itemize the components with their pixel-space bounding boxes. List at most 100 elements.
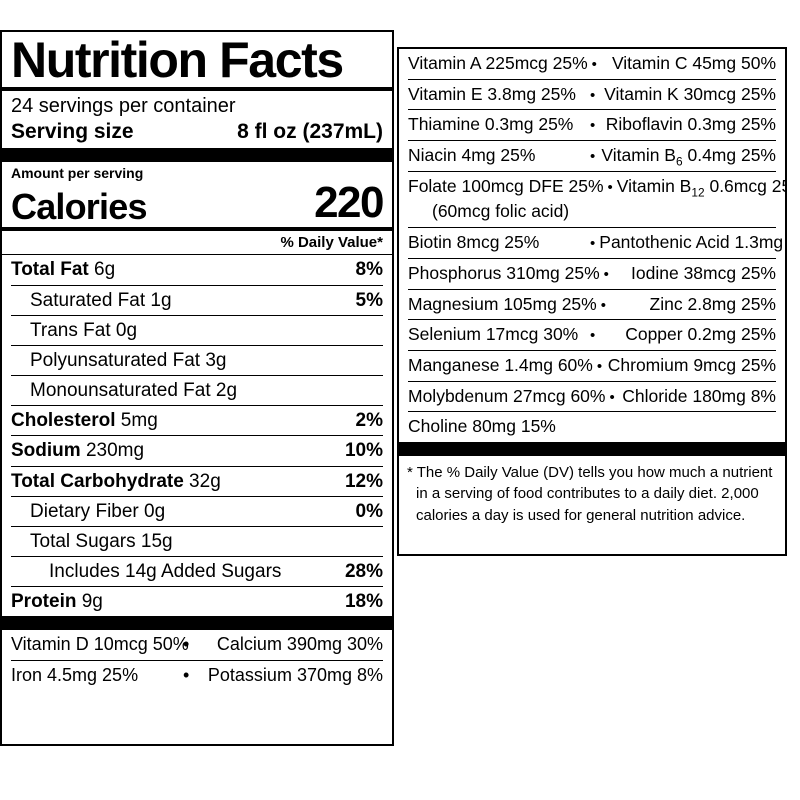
nutrient-row-divider	[11, 314, 383, 316]
serving-size-row: Serving size 8 fl oz (237mL)	[11, 119, 383, 148]
vitamin-entry: Potassium 370mg 8%	[207, 665, 383, 685]
bullet-separator-icon: •	[591, 56, 597, 73]
bullet-separator-icon: •	[590, 117, 596, 135]
vitamin-row: Thiamine 0.3mg 25% • Riboflavin 0.3mg 25%	[408, 110, 776, 140]
nutrient-name: Monounsaturated Fat 2g	[30, 380, 238, 402]
bullet-separator-icon: •	[590, 235, 596, 253]
nutrient-row-divider	[11, 284, 383, 286]
nutrient-row-divider	[11, 405, 383, 407]
vitamin-row-divider	[408, 140, 776, 142]
nutrient-row-divider	[11, 375, 383, 377]
vitamin-entry: Zinc 2.8mg 25%	[649, 293, 776, 314]
nutrient-name: Total Fat 6g	[11, 259, 116, 281]
vitamin-row: Selenium 17mcg 30% • Copper 0.2mg 25%	[408, 320, 776, 350]
bullet-separator-icon: •	[590, 327, 596, 345]
bullet-separator-icon: •	[596, 357, 603, 375]
vitamin-entry: Thiamine 0.3mg 25%	[408, 114, 574, 135]
vitamin-entry: Biotin 8mcg 25%	[408, 232, 540, 253]
vitamin-row-divider	[408, 78, 776, 80]
nutrient-daily-value: 5%	[355, 289, 383, 311]
vitamin-row-divider	[408, 257, 776, 259]
vitamin-entry: Choline 80mg 15%	[408, 416, 556, 437]
nutrient-row-divider	[11, 586, 383, 588]
nutrient-daily-value: 2%	[355, 410, 383, 432]
vitamin-entry: Vitamin B12 0.6mcg 25%	[616, 175, 785, 200]
vitamin-row-divider	[408, 170, 776, 172]
vitamin-entry: Chloride 180mg 8%	[622, 385, 776, 406]
nutrient-row: Dietary Fiber 0g 0%	[11, 497, 383, 526]
vitamin-entry: Chromium 9mcg 25%	[607, 354, 776, 375]
vitamin-entry: Copper 0.2mg 25%	[625, 324, 776, 345]
vitamin-row: Manganese 1.4mg 60% • Chromium 9mcg 25%	[408, 351, 776, 381]
vitamin-entry: Selenium 17mcg 30%	[408, 324, 579, 345]
nutrient-daily-value: 8%	[355, 259, 383, 281]
nutrient-daily-value: 12%	[344, 470, 383, 492]
nutrient-row: Total Carbohydrate 32g 12%	[11, 467, 383, 496]
nutrient-name: Cholesterol 5mg	[11, 410, 158, 432]
vitamin-entry: Pantothenic Acid 1.3mg 25%	[599, 232, 785, 253]
vitamin-subline: (60mcg folic acid)	[432, 201, 570, 222]
left-vitamin-list: Vitamin D 10mcg 50% • Calcium 390mg 30% Iro…	[2, 630, 392, 690]
nutrition-facts-main-panel: Nutrition Facts 24 servings per containe…	[0, 30, 394, 746]
bullet-separator-icon: •	[609, 388, 615, 406]
vitamin-row-divider	[408, 349, 776, 351]
nutrient-name: Sodium 230mg	[11, 440, 145, 462]
vitamin-entry: Molybdenum 27mcg 60%	[408, 385, 606, 406]
nutrient-row: Monounsaturated Fat 2g	[11, 376, 383, 405]
nutrient-row-divider	[11, 344, 383, 346]
nutrient-name: Protein 9g	[11, 591, 103, 613]
vitamin-row: Phosphorus 310mg 25% • Iodine 38mcg 25%	[408, 259, 776, 289]
vitamin-entry: Vitamin K 30mcg 25%	[604, 83, 776, 104]
bullet-separator-icon: •	[590, 148, 596, 166]
vitamin-row-divider	[11, 660, 383, 661]
vitamin-row: Niacin 4mg 25% • Vitamin B6 0.4mg 25%	[408, 141, 776, 171]
nutrient-row: Cholesterol 5mg 2%	[11, 406, 383, 435]
nutrient-row-divider	[11, 495, 383, 497]
daily-value-header-row: % Daily Value*	[2, 231, 392, 254]
divider-under-daily-value	[2, 254, 392, 256]
vitamin-row-divider	[408, 319, 776, 321]
nutrient-row: Trans Fat 0g	[11, 316, 383, 345]
bullet-separator-icon: •	[607, 178, 613, 196]
amount-per-serving-label: Amount per serving	[11, 165, 144, 182]
vitamin-row-divider	[408, 227, 776, 229]
nutrient-name: Total Carbohydrate 32g	[11, 470, 221, 492]
nutrient-row: Total Sugars 15g	[11, 527, 383, 556]
nutrient-row-divider	[11, 556, 383, 558]
nutrient-row: Includes 14g Added Sugars 28%	[11, 557, 383, 586]
serving-size-label: Serving size	[11, 120, 134, 143]
vitamin-row-divider	[408, 288, 776, 290]
divider-thick-above-calories	[2, 148, 392, 163]
nutrient-name: Includes 14g Added Sugars	[49, 561, 282, 583]
vitamin-entry: Vitamin D 10mcg 50%	[11, 634, 189, 655]
nutrient-daily-value: 10%	[344, 440, 383, 462]
vitamin-entry: Vitamin C 45mg 50%	[611, 53, 776, 73]
vitamin-row-divider	[408, 380, 776, 382]
divider-thick-under-protein	[2, 616, 392, 631]
nutrient-row: Protein 9g 18%	[11, 587, 383, 616]
nutrient-daily-value: 0%	[355, 500, 383, 522]
vitamin-entry: Calcium 390mg 30%	[216, 634, 383, 655]
right-vitamin-list: Vitamin A 225mcg 25% • Vitamin C 45mg 50% V…	[399, 49, 785, 442]
vitamin-row: Molybdenum 27mcg 60% • Chloride 180mg 8%	[408, 382, 776, 412]
vitamin-row: Folate 100mcg DFE 25% • Vitamin B12 0.6mcg…	[408, 172, 785, 202]
vitamin-entry: Vitamin A 225mcg 25%	[408, 53, 588, 73]
vitamin-entry: Folate 100mcg DFE 25%	[408, 175, 604, 196]
vitamin-row: Vitamin D 10mcg 50% • Calcium 390mg 30%	[11, 634, 383, 655]
nutrient-name: Trans Fat 0g	[30, 319, 138, 341]
nutrient-list: Total Fat 6g 8% Saturated Fat 1g 5% Trans Fa…	[2, 255, 392, 616]
nutrient-row-divider	[11, 465, 383, 467]
divider-thick-above-footnote	[399, 441, 785, 456]
nutrient-row-divider	[11, 435, 383, 437]
bullet-separator-icon: •	[590, 86, 596, 104]
nutrient-name: Saturated Fat 1g	[30, 289, 172, 311]
vitamin-entry: Phosphorus 310mg 25%	[408, 262, 600, 283]
serving-info: 24 servings per container Serving size 8…	[2, 91, 392, 148]
nutrient-name: Total Sugars 15g	[30, 530, 173, 552]
nutrient-row: Total Fat 6g 8%	[11, 255, 383, 284]
divider-under-calories	[2, 227, 392, 232]
nutrient-row: Polyunsaturated Fat 3g	[11, 346, 383, 375]
nutrient-daily-value: 28%	[344, 561, 383, 583]
vitamin-row-divider	[408, 411, 776, 413]
vitamin-row: Vitamin E 3.8mg 25% • Vitamin K 30mcg 25%	[408, 80, 776, 110]
